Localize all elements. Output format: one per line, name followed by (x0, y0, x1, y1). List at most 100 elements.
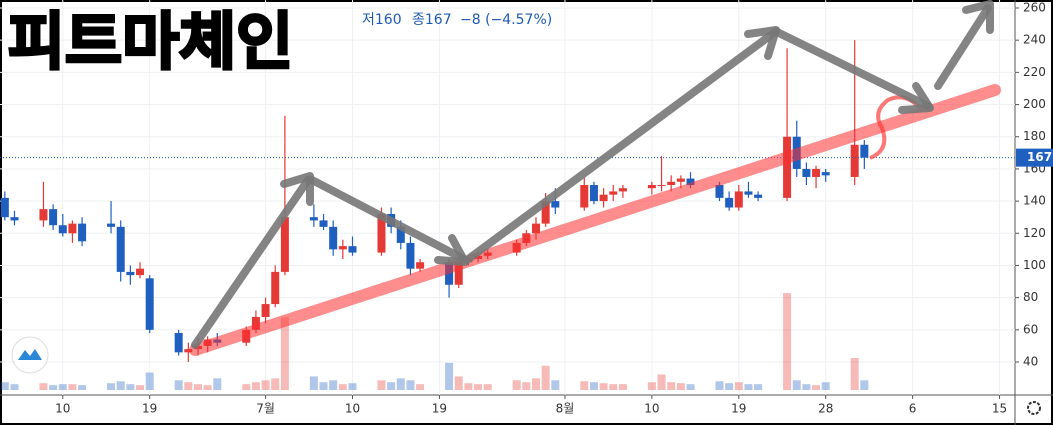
volume-bar (792, 380, 801, 390)
arrow-head (898, 82, 934, 114)
volume-layer (0, 293, 869, 390)
volume-bar (126, 384, 135, 390)
header-change: −8 (−4.57%) (460, 12, 552, 28)
logo-shape (18, 349, 42, 360)
volume-bar (647, 382, 656, 390)
x-tick-label: 28 (818, 402, 833, 416)
y-tick-label: 40 (1023, 355, 1038, 369)
volume-bar (744, 384, 753, 390)
candle-body (377, 213, 386, 253)
x-tick-label: 10 (644, 402, 659, 416)
y-tick-label: 200 (1023, 97, 1046, 111)
candle-body (609, 191, 618, 195)
volume-bar (551, 380, 560, 390)
candle-body (551, 201, 560, 208)
candle-body (78, 223, 87, 242)
candle-body (0, 197, 9, 218)
candle-body (251, 316, 260, 330)
volume-bar (329, 380, 338, 390)
volume-bar (280, 317, 289, 390)
candle-body (580, 185, 589, 208)
x-tick-label: 19 (142, 402, 157, 416)
candle-body (734, 191, 743, 208)
candle-body (116, 226, 125, 272)
arrow (463, 28, 779, 264)
volume-bar (512, 380, 521, 390)
volume-bar (589, 382, 598, 390)
arrow (308, 176, 466, 262)
candle-body (58, 225, 67, 234)
gear[interactable] (1027, 401, 1041, 415)
arrows (191, 0, 994, 349)
volume-bar (483, 384, 492, 390)
candle-body (406, 242, 415, 269)
candle-body (396, 226, 405, 243)
x-tick-label: 10 (345, 402, 360, 416)
candle-body (271, 271, 280, 305)
volume-bar (812, 385, 821, 390)
volume-bar (754, 384, 763, 390)
volume-bar (667, 382, 676, 390)
last-price-box (1016, 148, 1053, 167)
candle-body (174, 333, 183, 353)
volume-bar (522, 382, 531, 390)
candle-body (754, 194, 763, 198)
x-tick-label: 6 (909, 402, 917, 416)
logo (11, 336, 49, 374)
volume-bar (348, 383, 357, 390)
settings-icon[interactable] (1027, 401, 1041, 415)
candle-body (10, 217, 19, 221)
candle-body (812, 168, 821, 177)
candle-body (68, 223, 77, 234)
header-close: 종167 (412, 12, 452, 28)
candle-body (589, 185, 598, 202)
x-tick-label: 15 (992, 402, 1007, 416)
volume-bar (242, 384, 251, 390)
candle-body (850, 144, 859, 177)
volume-bar (454, 376, 463, 390)
candle-body (184, 349, 193, 353)
volume-bar (58, 384, 67, 390)
trend-line (189, 84, 1001, 356)
candle-body (599, 194, 608, 202)
candle-body (802, 168, 811, 177)
volume-bar (725, 383, 734, 390)
y-tick-label: 220 (1023, 65, 1046, 79)
volume-bar (271, 378, 280, 390)
volume-bar (531, 378, 540, 390)
x-tick-label: 7월 (256, 402, 275, 416)
volume-bar (686, 384, 695, 390)
candle-body (715, 185, 724, 198)
volume-bar (850, 357, 859, 390)
y-tick-label: 120 (1023, 226, 1046, 240)
candle-body (348, 246, 357, 253)
volume-bar (203, 385, 212, 390)
volume-bar (184, 382, 193, 390)
candle-body (280, 217, 289, 272)
candle-body (338, 246, 347, 250)
grid (0, 0, 1015, 395)
candle-body (329, 226, 338, 250)
candle-body (647, 185, 656, 189)
volume-bar (657, 374, 666, 390)
volume-bar (107, 383, 116, 390)
candle-body (676, 178, 685, 182)
volume-bar (416, 384, 425, 390)
volume-bar (445, 362, 454, 390)
arrow (191, 176, 312, 349)
arrow (773, 28, 932, 110)
header-low: 저160 (362, 12, 402, 28)
candle-body (39, 209, 48, 221)
volume-bar (213, 378, 222, 390)
volume-bar (116, 381, 125, 390)
x-tick-label: 19 (731, 402, 746, 416)
arrow (934, 4, 992, 90)
volume-bar (261, 380, 270, 390)
candle-body (657, 185, 666, 186)
x-tick-label: 8월 (556, 402, 575, 416)
candle-body (531, 223, 540, 234)
volume-bar (541, 365, 550, 390)
volume-bar (78, 385, 87, 390)
candle-body (618, 188, 627, 192)
volume-bar (396, 378, 405, 390)
